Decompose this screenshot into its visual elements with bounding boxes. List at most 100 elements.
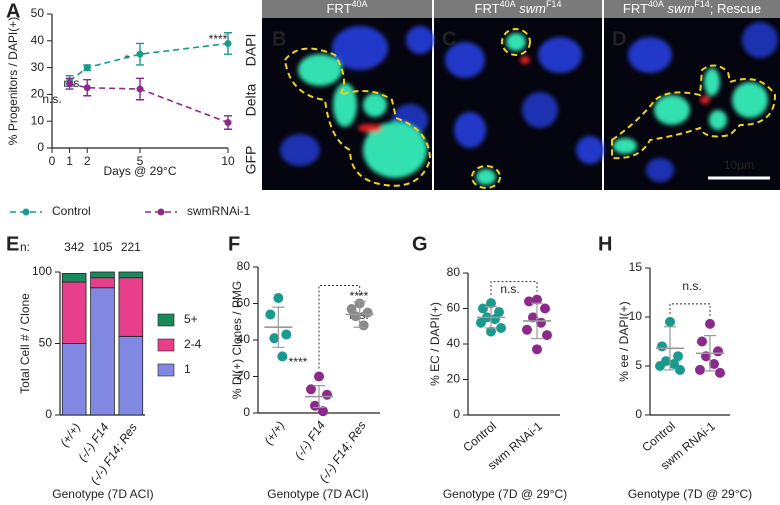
point <box>695 364 705 375</box>
y-tick-label: 0 <box>453 407 460 421</box>
panel-label: E <box>6 233 19 255</box>
annotation: **** <box>209 32 228 46</box>
point <box>486 326 496 337</box>
point <box>358 320 369 331</box>
legend-label: 2-4 <box>184 337 202 351</box>
x-axis-label: Days @ 29°C <box>103 164 176 178</box>
y-tick-label: 40 <box>447 336 461 350</box>
y-axis-label: % ee / DAPI(+) <box>617 301 631 381</box>
point <box>362 307 373 318</box>
bar-segment <box>90 277 115 289</box>
legend-marker <box>22 208 30 216</box>
point <box>522 324 532 335</box>
point <box>705 318 715 329</box>
x-tick-label: (+/+) <box>57 421 83 450</box>
legend-label: Control <box>52 204 91 218</box>
y-tick-label: 10 <box>629 309 643 323</box>
point <box>281 329 292 340</box>
bar-segment <box>61 273 87 283</box>
header-part: swm <box>664 1 695 16</box>
panel-label: F <box>228 233 240 255</box>
point <box>136 50 144 58</box>
point <box>277 351 288 362</box>
y-tick-label: 0 <box>37 140 44 154</box>
legend-label: swmRNAi-1 <box>187 204 251 218</box>
legend-marker <box>157 208 165 216</box>
point <box>322 389 332 400</box>
y-tick-label: 50 <box>39 336 53 350</box>
y-tick-label: 60 <box>237 296 251 310</box>
bar-segment <box>118 271 144 279</box>
y-tick-label: 40 <box>31 33 45 47</box>
panel-label: B <box>272 28 286 50</box>
point <box>224 39 232 47</box>
x-tick-label: 10 <box>221 154 235 168</box>
y-tick-label: 0 <box>45 407 52 421</box>
annotation: n.s. <box>42 92 61 106</box>
bar-segment <box>118 277 144 337</box>
header-part: FRT <box>475 1 500 16</box>
point <box>136 85 144 93</box>
annotation: **** <box>289 355 308 369</box>
series-line <box>69 82 229 124</box>
header-part: FRT <box>623 1 648 16</box>
point <box>524 296 534 307</box>
point <box>273 293 284 304</box>
point <box>269 333 280 344</box>
point <box>709 359 719 370</box>
point <box>713 346 723 357</box>
legend-label: 5+ <box>184 312 198 326</box>
bar-segment <box>61 343 87 416</box>
annotation: * <box>125 52 130 66</box>
legend-swatch <box>157 313 175 327</box>
header-bar <box>604 0 780 18</box>
image-header: FRT40A swmF14 <box>475 0 562 16</box>
panel-label: G <box>412 233 428 255</box>
point <box>66 80 74 88</box>
y-tick-label: 5 <box>635 358 642 372</box>
point <box>657 341 667 352</box>
x-axis-label: Genotype (7D ACI) <box>267 487 368 501</box>
point <box>306 384 316 395</box>
point <box>83 84 91 92</box>
legend-label: 1 <box>184 362 191 376</box>
panel-label: A <box>6 0 20 22</box>
significance-bracket <box>669 303 711 316</box>
y-tick-label: 60 <box>447 301 461 315</box>
point <box>665 316 675 327</box>
point <box>528 312 538 323</box>
legend-swatch <box>157 363 175 377</box>
channel-label: GFP <box>243 146 259 175</box>
point <box>532 344 542 355</box>
y-tick-label: 15 <box>629 260 643 274</box>
point <box>224 119 232 127</box>
header-part: 40A <box>648 0 664 9</box>
bar-segment <box>90 271 115 279</box>
y-tick-label: 30 <box>31 60 45 74</box>
point <box>314 371 324 382</box>
y-axis-label: % EC / DAPI(+) <box>428 302 442 386</box>
point <box>542 330 552 341</box>
micrographs <box>262 0 780 190</box>
point <box>478 303 488 314</box>
annotation: n.s. <box>682 279 701 293</box>
legend-swatch <box>157 338 175 352</box>
x-tick-label: 0 <box>49 154 56 168</box>
point <box>675 364 685 375</box>
y-tick-label: 0 <box>243 405 250 419</box>
y-tick-label: 80 <box>237 259 251 273</box>
y-tick-label: 80 <box>447 265 461 279</box>
point <box>697 336 707 347</box>
x-axis-label: Genotype (7D @ 29°C) <box>628 487 752 501</box>
y-tick-label: 100 <box>32 264 52 278</box>
x-tick-label: 2 <box>84 154 91 168</box>
y-tick-label: 20 <box>31 87 45 101</box>
header-part: FRT <box>326 1 351 16</box>
significance-bracket <box>318 285 361 369</box>
y-tick-label: 10 <box>31 113 45 127</box>
y-axis-label: Total Cell # / Clone <box>18 293 32 394</box>
bar-segment <box>90 287 115 416</box>
point <box>673 351 683 362</box>
point <box>318 406 328 417</box>
panel-label: C <box>442 28 456 50</box>
